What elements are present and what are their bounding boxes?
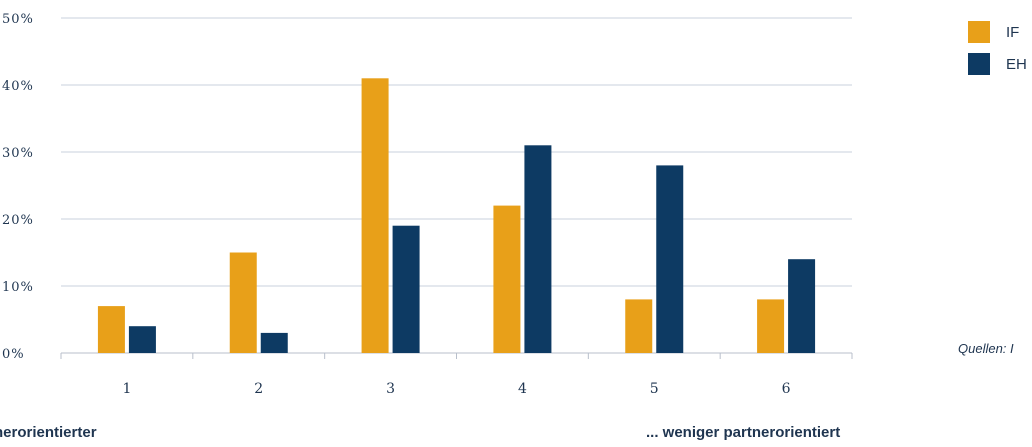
bar-chart: 0% 10% 20% 30% 40% 50% 1 2 3 4 5 6 bbox=[2, 12, 853, 397]
source-note: Quellen: I bbox=[958, 341, 1014, 356]
bar-eh-4 bbox=[524, 145, 552, 353]
legend: IF EH bbox=[968, 16, 1027, 80]
legend-item-if: IF bbox=[968, 16, 1027, 48]
legend-swatch-eh bbox=[968, 53, 990, 75]
x-category-label: 6 bbox=[782, 381, 791, 397]
y-tick-label: 10% bbox=[2, 280, 34, 295]
footer-left-label: nerorientierter bbox=[0, 424, 97, 441]
bars bbox=[97, 78, 816, 354]
bar-eh-3 bbox=[392, 225, 420, 353]
y-tick-label: 30% bbox=[2, 146, 34, 161]
y-tick-label: 20% bbox=[2, 213, 34, 228]
bar-if-1 bbox=[97, 306, 125, 353]
bar-if-4 bbox=[493, 205, 521, 353]
x-category-label: 1 bbox=[122, 381, 131, 397]
bar-eh-5 bbox=[656, 165, 684, 353]
x-category-label: 4 bbox=[518, 381, 527, 397]
x-category-label: 2 bbox=[254, 381, 263, 397]
bar-eh-1 bbox=[128, 326, 156, 353]
x-category-label: 3 bbox=[386, 381, 395, 397]
legend-label-eh: EH bbox=[1006, 55, 1027, 73]
bar-if-5 bbox=[625, 299, 653, 353]
x-category-label: 5 bbox=[650, 381, 659, 397]
legend-label-if: IF bbox=[1006, 23, 1020, 41]
bar-eh-6 bbox=[788, 259, 816, 353]
x-axis-categories: 1 2 3 4 5 6 bbox=[122, 381, 790, 397]
x-axis bbox=[60, 352, 853, 359]
bar-eh-2 bbox=[260, 332, 288, 353]
legend-item-eh: EH bbox=[968, 48, 1027, 80]
legend-swatch-if bbox=[968, 21, 990, 43]
y-tick-label: 40% bbox=[2, 79, 34, 94]
bar-if-3 bbox=[361, 78, 389, 354]
bar-if-2 bbox=[229, 252, 257, 353]
footer-right-label: ... weniger partnerorientiert bbox=[646, 424, 841, 441]
y-tick-label: 0% bbox=[2, 347, 25, 362]
gridlines bbox=[61, 17, 852, 287]
y-axis-ticks: 0% 10% 20% 30% 40% 50% bbox=[2, 12, 34, 362]
bar-if-6 bbox=[757, 299, 785, 353]
y-tick-label: 50% bbox=[2, 12, 34, 27]
